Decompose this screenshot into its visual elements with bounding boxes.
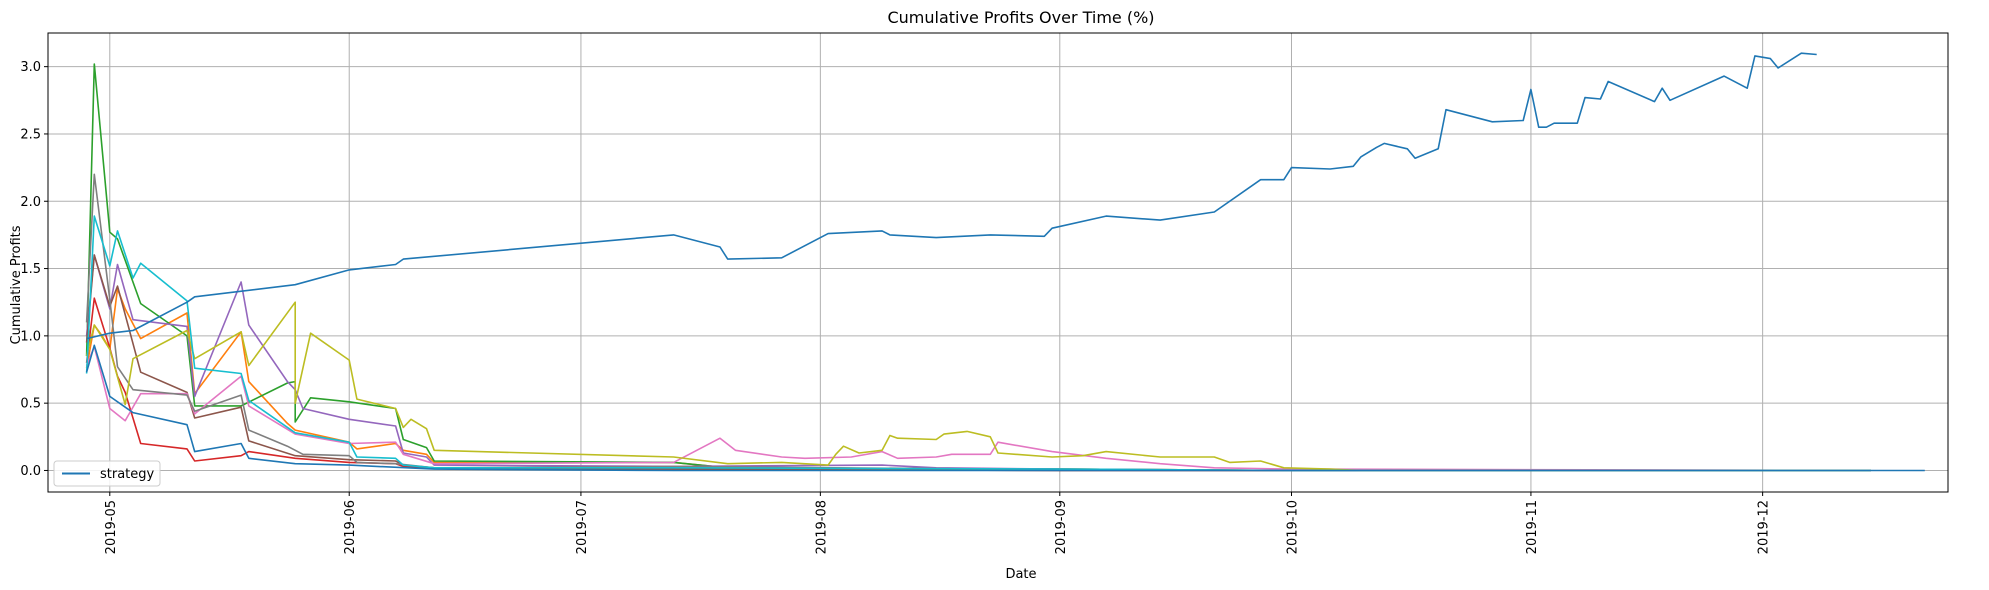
- y-tick-label: 3.0: [20, 60, 41, 75]
- series-line-strategy: [86, 52, 1817, 340]
- x-tick-label: 2019-05: [104, 500, 119, 554]
- x-ticks: 2019-05 2019-06 2019-07 2019-08 2019-09 2019-…: [104, 492, 1772, 554]
- x-tick-label: 2019-12: [1757, 500, 1772, 554]
- series-line-10: [85, 344, 1925, 472]
- series-line-7: [85, 173, 1871, 472]
- legend: strategy: [53, 460, 161, 487]
- y-axis-label: Cumulative Profits: [9, 225, 24, 344]
- x-tick-label: 2019-06: [343, 500, 358, 554]
- chart-title: Cumulative Profits Over Time (%): [887, 8, 1154, 27]
- series-line-2: [85, 63, 1871, 472]
- y-ticks: 0.0 0.5 1.0 1.5 2.0 2.5 3.0: [20, 60, 48, 479]
- series-lines: [85, 52, 1925, 472]
- legend-label-strategy: strategy: [100, 467, 155, 482]
- series-line-8: [85, 301, 1871, 472]
- x-tick-label: 2019-09: [1054, 500, 1069, 554]
- series-line-5: [85, 254, 1871, 472]
- y-tick-label: 1.0: [20, 329, 41, 344]
- plot-frame: [47, 32, 1949, 493]
- x-axis-label: Date: [1005, 567, 1036, 582]
- y-tick-label: 0.5: [20, 397, 41, 412]
- series-line-4: [85, 254, 1871, 472]
- x-tick-label: 2019-10: [1285, 500, 1300, 554]
- y-tick-label: 1.5: [20, 262, 41, 277]
- y-tick-label: 2.0: [20, 195, 41, 210]
- legend-box: [53, 460, 161, 487]
- x-tick-label: 2019-07: [575, 500, 590, 554]
- grid: [48, 33, 1948, 492]
- series-line-9: [85, 215, 1871, 472]
- x-tick-label: 2019-11: [1525, 500, 1540, 554]
- y-tick-label: 2.5: [20, 127, 41, 142]
- x-tick-label: 2019-08: [814, 500, 829, 554]
- y-tick-label: 0.0: [20, 464, 41, 479]
